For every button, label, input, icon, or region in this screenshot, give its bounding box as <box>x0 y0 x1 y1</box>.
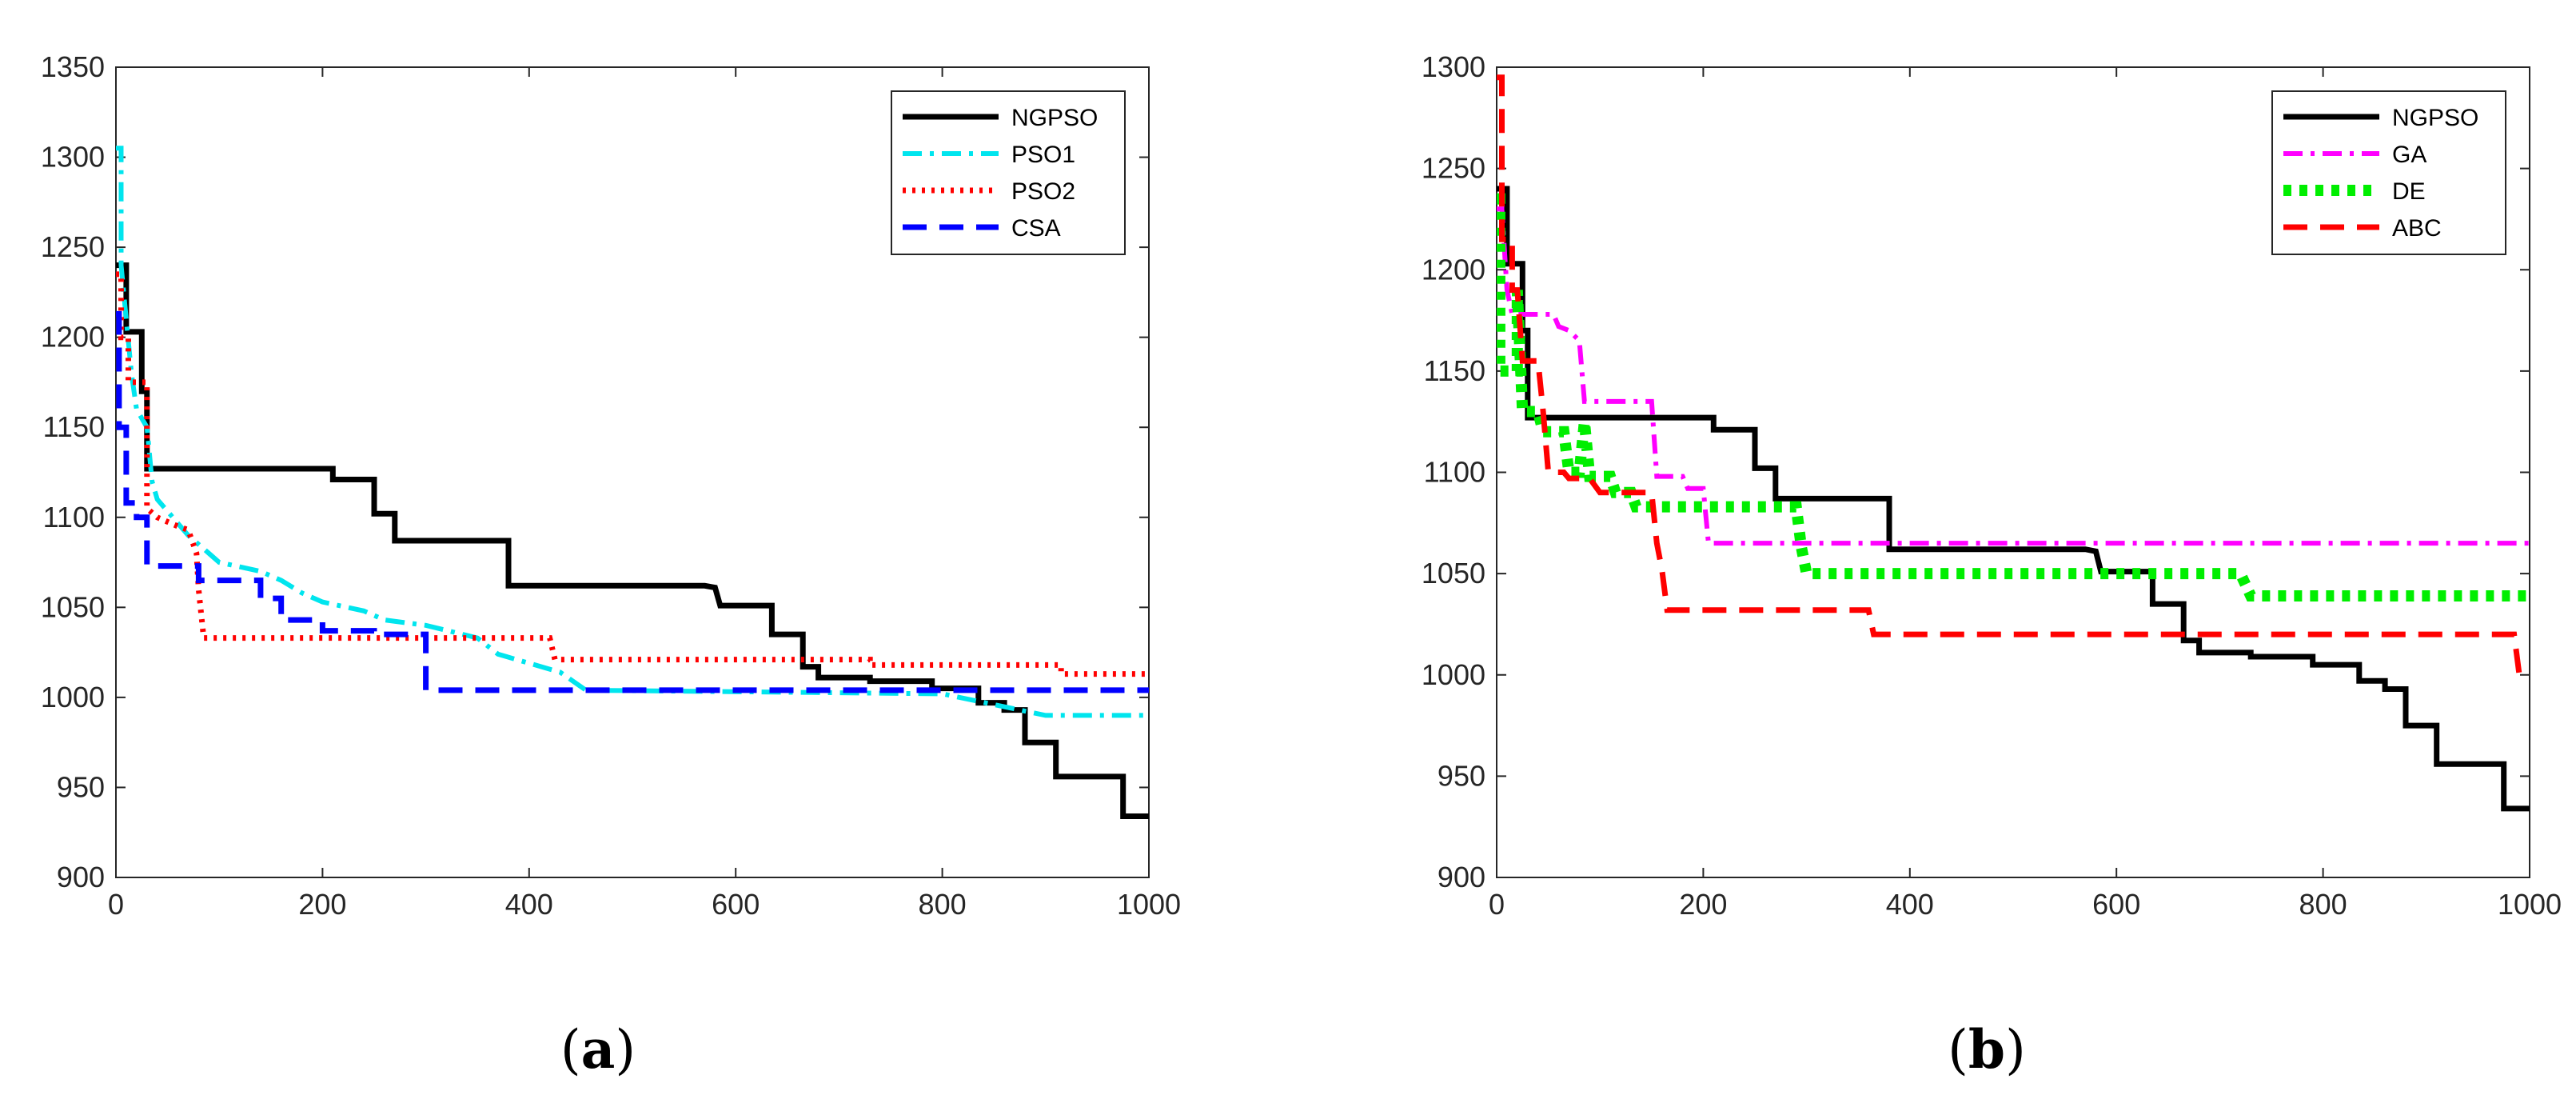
panel-caption: (a) <box>560 1018 636 1081</box>
y-tick-label: 950 <box>1438 759 1485 792</box>
y-tick-label: 1050 <box>1422 557 1485 589</box>
legend-label: PSO2 <box>1011 178 1075 205</box>
x-tick-label: 1000 <box>2498 888 2562 921</box>
y-tick-label: 1200 <box>41 321 105 354</box>
y-tick-label: 1300 <box>1422 50 1485 83</box>
series-line-ngpso <box>1497 186 2530 812</box>
series-group <box>1497 74 2530 812</box>
legend-label: DE <box>2392 178 2426 205</box>
legend-label: PSO1 <box>1011 142 1075 168</box>
series-line-abc <box>1497 74 2530 678</box>
x-tick-label: 200 <box>298 888 346 921</box>
y-tick-label: 900 <box>1438 861 1485 893</box>
y-tick-label: 1100 <box>1424 456 1485 489</box>
y-tick-label: 1350 <box>41 50 105 83</box>
y-tick-label: 900 <box>57 861 105 893</box>
legend: NGPSO GA DE ABC <box>2271 90 2506 255</box>
legend-label: NGPSO <box>2392 105 2478 131</box>
x-tick-label: 400 <box>1886 888 1934 921</box>
y-tick-label: 1050 <box>41 590 105 623</box>
x-tick-label: 600 <box>2092 888 2140 921</box>
x-tick-label: 1000 <box>1117 888 1181 921</box>
y-tick-label: 1100 <box>43 501 105 534</box>
legend-label: CSA <box>1011 215 1061 242</box>
y-tick-label: 1300 <box>41 141 105 174</box>
x-tick-label: 0 <box>1489 888 1505 921</box>
y-tick-label: 1250 <box>41 230 105 263</box>
x-tick-label: 400 <box>505 888 553 921</box>
x-tick-label: 800 <box>2299 888 2347 921</box>
y-tick-label: 1000 <box>1422 658 1485 691</box>
legend-label: NGPSO <box>1011 105 1098 131</box>
series-group <box>116 146 1149 819</box>
y-tick-label: 950 <box>57 770 105 803</box>
series-line-ga <box>1497 206 2530 546</box>
x-tick-label: 0 <box>108 888 124 921</box>
y-tick-label: 1250 <box>1422 152 1485 185</box>
series-line-csa <box>116 310 1149 693</box>
x-tick-label: 800 <box>919 888 967 921</box>
y-tick-label: 1200 <box>1422 253 1485 286</box>
series-line-ngpso <box>116 262 1149 819</box>
legend-label: ABC <box>2392 215 2442 242</box>
chart-panel-a: 0 200 400 600 800 1000 900 950 1000 1050 1100 1150 1… <box>41 50 1181 1081</box>
series-line-pso1 <box>116 146 1149 718</box>
legend-label: GA <box>2392 142 2426 168</box>
panel-caption: (b) <box>1948 1018 2026 1081</box>
y-tick-label: 1150 <box>1424 354 1485 387</box>
x-tick-label: 200 <box>1679 888 1727 921</box>
x-tick-label: 600 <box>712 888 760 921</box>
y-tick-label: 1150 <box>43 410 105 443</box>
chart-panel-b: 0 200 400 600 800 1000 900 950 1000 1050 1100 1150 1… <box>1422 50 2562 1081</box>
legend: NGPSO PSO1 PSO2 CSA <box>891 90 1126 255</box>
y-tick-label: 1000 <box>41 681 105 713</box>
